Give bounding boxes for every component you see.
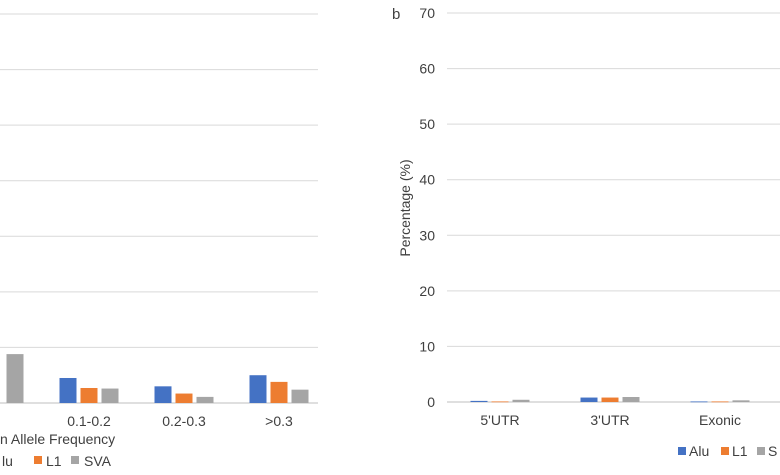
legend-swatch-sva <box>71 456 79 464</box>
bar-l1 <box>712 401 729 402</box>
x-tick-label: >0.3 <box>265 413 293 429</box>
x-tick-label: 3'UTR <box>590 412 629 428</box>
y-tick-label: 0 <box>427 394 435 410</box>
legend-label: Alu <box>689 443 709 459</box>
x-tick-label: 5'UTR <box>480 412 519 428</box>
x-tick-label: 0.1-0.2 <box>67 413 111 429</box>
panel-label: b <box>392 6 400 23</box>
chart-panel-b: 0 10 20 30 40 50 60 70 5'UTR 3'UTR Exonic b Percenta… <box>392 5 780 459</box>
bar-sva <box>292 390 309 403</box>
x-tick-label: Exonic <box>699 412 741 428</box>
y-tick-label: 20 <box>419 283 435 299</box>
bar-sva <box>513 400 530 402</box>
bar-alu <box>471 401 488 402</box>
bar-sva <box>102 389 119 403</box>
bar-sva <box>7 354 24 403</box>
legend-label: L1 <box>46 453 62 469</box>
legend-swatch-l1 <box>34 456 42 464</box>
bar-alu <box>155 386 172 403</box>
bar-alu <box>250 375 267 403</box>
bar-alu <box>691 401 708 402</box>
bar-l1 <box>271 382 288 403</box>
legend-label: L1 <box>732 443 748 459</box>
bar-l1 <box>81 388 98 403</box>
chart-panel-a: .10.1-0.20.2-0.3>0.3n Allele Frequencylu… <box>0 14 318 469</box>
legend-swatch-l1 <box>721 447 729 455</box>
legend-label: lu <box>2 453 13 469</box>
bar-alu <box>581 398 598 402</box>
bar-sva <box>623 397 640 402</box>
y-tick-label: 10 <box>419 338 435 354</box>
x-axis-title: n Allele Frequency <box>0 431 115 447</box>
legend-label: S <box>768 443 777 459</box>
y-axis-title: Percentage (%) <box>397 159 413 256</box>
bar-alu <box>60 378 77 403</box>
x-tick-label: 0.2-0.3 <box>162 413 206 429</box>
bar-l1 <box>602 398 619 402</box>
y-tick-label: 50 <box>419 116 435 132</box>
bar-l1 <box>492 401 509 402</box>
legend-swatch-alu <box>678 447 686 455</box>
bar-l1 <box>176 394 193 403</box>
bar-sva <box>733 400 750 402</box>
y-tick-label: 30 <box>419 227 435 243</box>
legend-swatch-sva <box>757 447 765 455</box>
y-tick-label: 40 <box>419 172 435 188</box>
y-tick-label: 60 <box>419 61 435 77</box>
bar-sva <box>197 397 214 403</box>
y-tick-label: 70 <box>419 5 435 21</box>
legend-label: SVA <box>84 453 112 469</box>
